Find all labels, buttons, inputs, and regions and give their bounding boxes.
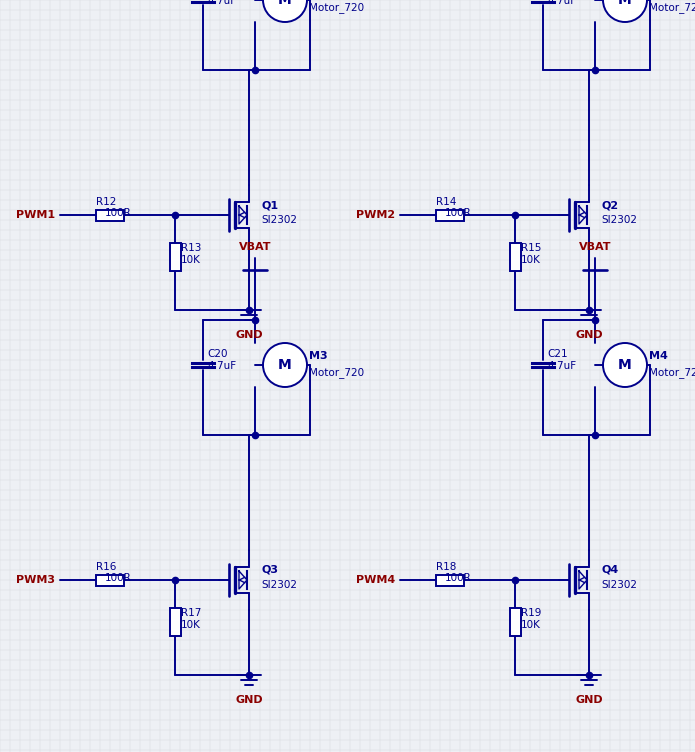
Bar <box>96 575 124 586</box>
Text: GND: GND <box>235 330 263 340</box>
Text: 100R: 100R <box>445 573 472 583</box>
Text: Motor_720: Motor_720 <box>649 367 695 378</box>
Text: VBAT: VBAT <box>239 242 271 252</box>
Text: R13: R13 <box>181 243 202 253</box>
Text: 4.7uF: 4.7uF <box>547 0 576 6</box>
Circle shape <box>263 343 307 387</box>
Text: M: M <box>278 358 292 372</box>
Text: 10K: 10K <box>521 255 541 265</box>
Text: 4.7uF: 4.7uF <box>207 361 236 371</box>
Text: R15: R15 <box>521 243 541 253</box>
Text: GND: GND <box>575 695 603 705</box>
Text: R16: R16 <box>96 562 116 572</box>
Text: 100R: 100R <box>105 208 132 218</box>
Text: M3: M3 <box>309 351 327 361</box>
Text: SI2302: SI2302 <box>261 580 297 590</box>
Text: R17: R17 <box>181 608 202 618</box>
Text: 10K: 10K <box>521 620 541 630</box>
Bar <box>170 608 181 636</box>
Circle shape <box>263 0 307 22</box>
Text: GND: GND <box>235 695 263 705</box>
Text: Motor_720: Motor_720 <box>649 2 695 13</box>
Text: C20: C20 <box>207 349 227 359</box>
Text: Q3: Q3 <box>261 565 278 575</box>
Bar <box>436 210 464 221</box>
Text: 10K: 10K <box>181 620 201 630</box>
Text: 10K: 10K <box>181 255 201 265</box>
Text: C21: C21 <box>547 349 568 359</box>
Text: 100R: 100R <box>445 208 472 218</box>
Text: SI2302: SI2302 <box>261 215 297 225</box>
Text: GND: GND <box>575 330 603 340</box>
Text: M: M <box>618 0 632 7</box>
Text: M: M <box>278 0 292 7</box>
Text: 4.7uF: 4.7uF <box>207 0 236 6</box>
Text: R18: R18 <box>436 562 457 572</box>
Text: VBAT: VBAT <box>579 242 611 252</box>
Bar <box>96 210 124 221</box>
Bar <box>510 608 521 636</box>
Text: M: M <box>618 358 632 372</box>
Circle shape <box>603 0 647 22</box>
Text: M4: M4 <box>649 351 668 361</box>
Text: PWM3: PWM3 <box>16 575 55 585</box>
Text: R19: R19 <box>521 608 541 618</box>
Text: Motor_720: Motor_720 <box>309 367 364 378</box>
Text: PWM4: PWM4 <box>356 575 395 585</box>
Text: PWM1: PWM1 <box>16 210 55 220</box>
Text: Q2: Q2 <box>601 200 618 210</box>
Text: Motor_720: Motor_720 <box>309 2 364 13</box>
Text: R14: R14 <box>436 197 457 207</box>
Text: 100R: 100R <box>105 573 132 583</box>
Text: 4.7uF: 4.7uF <box>547 361 576 371</box>
Bar <box>170 243 181 271</box>
Text: R12: R12 <box>96 197 116 207</box>
Text: Q4: Q4 <box>601 565 619 575</box>
Text: Q1: Q1 <box>261 200 278 210</box>
Bar <box>510 243 521 271</box>
Circle shape <box>603 343 647 387</box>
Text: SI2302: SI2302 <box>601 215 637 225</box>
Bar <box>436 575 464 586</box>
Text: SI2302: SI2302 <box>601 580 637 590</box>
Text: PWM2: PWM2 <box>356 210 395 220</box>
